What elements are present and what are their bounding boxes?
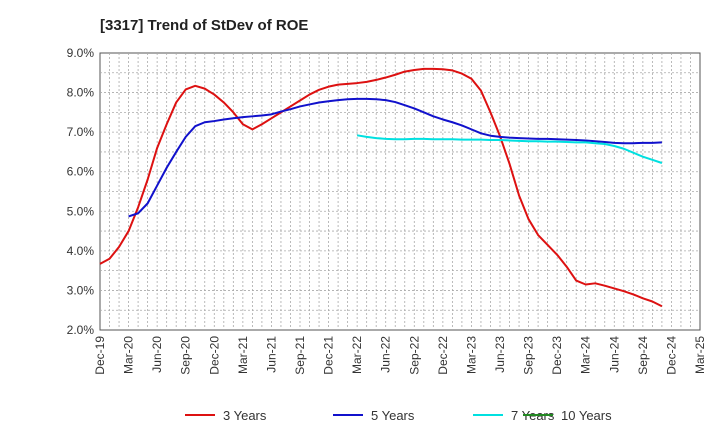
- y-tick-label: 6.0%: [67, 165, 95, 179]
- x-tick-label: Sep-21: [293, 336, 307, 375]
- y-axis-ticks: 9.0% 8.0% 7.0% 6.0% 5.0% 4.0% 3.0% 2.0%: [67, 46, 95, 337]
- legend-label: 10 Years: [561, 408, 612, 423]
- x-tick-label: Dec-21: [322, 336, 336, 375]
- x-tick-label: Mar-23: [464, 336, 478, 374]
- x-tick-label: Mar-24: [579, 336, 593, 374]
- x-tick-label: Mar-21: [236, 336, 250, 374]
- series-lines: [99, 67, 663, 308]
- x-tick-label: Mar-20: [122, 336, 136, 374]
- x-tick-label: Sep-22: [407, 336, 421, 375]
- x-tick-label: Dec-22: [436, 336, 450, 375]
- x-tick-label: Dec-24: [664, 336, 678, 375]
- series-line-5-years: [128, 97, 662, 218]
- x-tick-label: Jun-22: [379, 336, 393, 373]
- x-axis-ticks: Dec-19 Mar-20 Jun-20 Sep-20 Dec-20 Mar-21 Jun-…: [93, 336, 707, 375]
- series-line-7-years: [356, 134, 663, 164]
- series-line-3-years: [99, 67, 663, 308]
- x-tick-label: Sep-20: [179, 336, 193, 375]
- x-tick-label: Jun-23: [493, 336, 507, 373]
- y-tick-label: 8.0%: [67, 86, 95, 100]
- x-tick-label: Sep-23: [522, 336, 536, 375]
- x-tick-label: Mar-22: [350, 336, 364, 374]
- y-tick-label: 2.0%: [67, 323, 95, 337]
- chart-title: [3317] Trend of StDev of ROE: [100, 17, 308, 34]
- y-tick-label: 4.0%: [67, 244, 95, 258]
- y-tick-label: 3.0%: [67, 283, 95, 297]
- x-tick-label: Jun-21: [264, 336, 278, 373]
- grid-lines: [100, 53, 700, 330]
- x-tick-label: Dec-23: [550, 336, 564, 375]
- x-tick-label: Jun-24: [607, 336, 621, 373]
- legend-label: 5 Years: [371, 408, 415, 423]
- y-tick-label: 7.0%: [67, 125, 95, 139]
- y-tick-label: 9.0%: [67, 46, 95, 60]
- x-tick-label: Jun-20: [150, 336, 164, 373]
- x-tick-label: Sep-24: [636, 336, 650, 375]
- x-tick-label: Dec-19: [93, 336, 107, 375]
- x-tick-label: Mar-25: [693, 336, 707, 374]
- y-tick-label: 5.0%: [67, 204, 95, 218]
- x-tick-label: Dec-20: [207, 336, 221, 375]
- legend: 3 Years 5 Years 7 Years 10 Years: [185, 408, 612, 423]
- legend-label: 3 Years: [223, 408, 267, 423]
